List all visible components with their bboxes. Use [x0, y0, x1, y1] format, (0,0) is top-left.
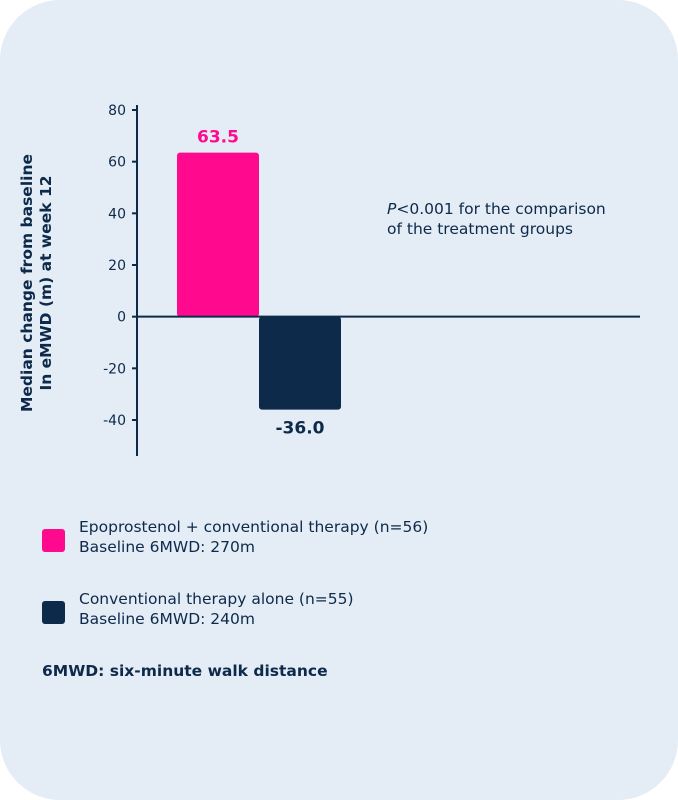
legend-baseline-conventional: Baseline 6MWD: 240m — [79, 610, 255, 628]
data-label-0: 63.5 — [197, 128, 239, 148]
y-tick-label-40: 40 — [108, 206, 126, 222]
bar-0 — [177, 152, 259, 317]
p-symbol: P — [387, 200, 397, 218]
bar-1 — [259, 316, 341, 410]
y-axis-label: Median change from baseline In eMWD (m) … — [18, 133, 78, 433]
y-tick-label-20: 20 — [108, 258, 126, 274]
y-tick-label--40: -40 — [103, 413, 126, 429]
p-value-annotation: P<0.001 for the comparison of the treatm… — [387, 199, 606, 239]
y-tick-label--20: -20 — [103, 361, 126, 377]
legend-baseline-epoprostenol: Baseline 6MWD: 270m — [79, 538, 255, 556]
data-label-1: -36.0 — [276, 419, 325, 439]
legend-swatch-epoprostenol — [42, 529, 65, 552]
y-axis-label-line1: Median change from baseline — [18, 154, 36, 413]
legend-swatch-conventional — [42, 601, 65, 624]
annotation-line2: of the treatment groups — [387, 220, 574, 238]
y-tick-label-60: 60 — [108, 155, 126, 171]
y-tick-label-80: 80 — [108, 103, 126, 119]
y-tick-label-0: 0 — [117, 310, 126, 326]
legend-label-epoprostenol: Epoprostenol + conventional therapy (n=5… — [79, 518, 429, 536]
annotation-line1: <0.001 for the comparison — [396, 200, 606, 218]
footnote: 6MWD: six-minute walk distance — [42, 662, 328, 680]
legend-label-conventional: Conventional therapy alone (n=55) — [79, 590, 354, 608]
y-axis-label-line2: In eMWD (m) at week 12 — [37, 175, 55, 391]
bar-chart: 63.5 -36.0 80 60 40 20 0 -20 -40 — [103, 103, 640, 456]
